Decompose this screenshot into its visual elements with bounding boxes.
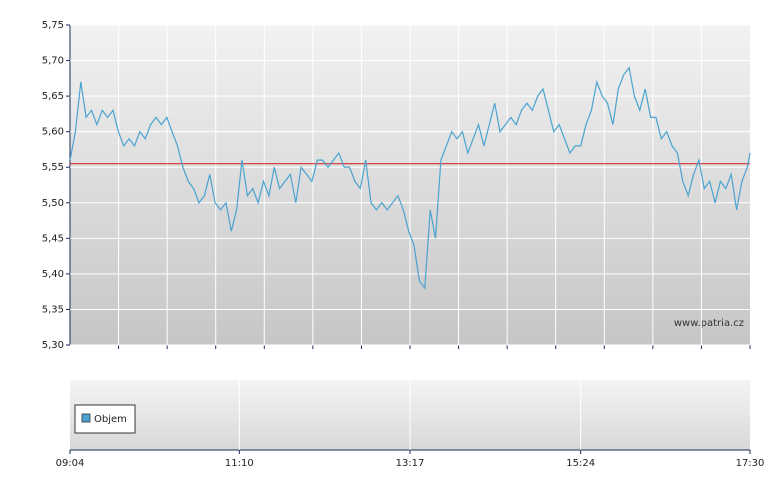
- y-tick-label: 5,65: [42, 91, 64, 102]
- legend-label: Objem: [94, 414, 127, 425]
- x-tick-label: 09:04: [56, 458, 85, 469]
- y-tick-label: 5,75: [42, 20, 64, 31]
- watermark: www.patria.cz: [674, 318, 744, 329]
- x-tick-label: 17:30: [736, 458, 765, 469]
- legend: [74, 404, 136, 434]
- y-tick-label: 5,40: [42, 269, 64, 280]
- x-tick-label: 13:17: [396, 458, 425, 469]
- y-tick-label: 5,50: [42, 198, 64, 209]
- x-tick-label: 11:10: [225, 458, 254, 469]
- legend-swatch: [81, 413, 91, 423]
- y-tick-label: 5,35: [42, 304, 64, 315]
- y-tick-label: 5,70: [42, 56, 64, 67]
- price-line: [69, 66, 751, 290]
- x-tick-label: 15:24: [566, 458, 595, 469]
- y-tick-label: 5,30: [42, 340, 64, 351]
- y-tick-label: 5,45: [42, 233, 64, 244]
- y-tick-label: 5,55: [42, 162, 64, 173]
- y-tick-label: 5,60: [42, 127, 64, 138]
